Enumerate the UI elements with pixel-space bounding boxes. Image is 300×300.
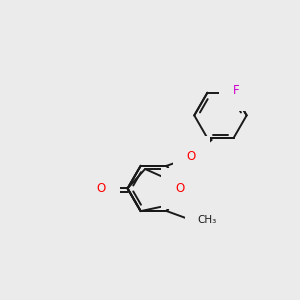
Text: O: O [97, 182, 106, 195]
Text: F: F [233, 84, 240, 97]
Text: CH₃: CH₃ [198, 215, 217, 225]
Text: O: O [175, 182, 184, 195]
Text: O: O [187, 150, 196, 163]
